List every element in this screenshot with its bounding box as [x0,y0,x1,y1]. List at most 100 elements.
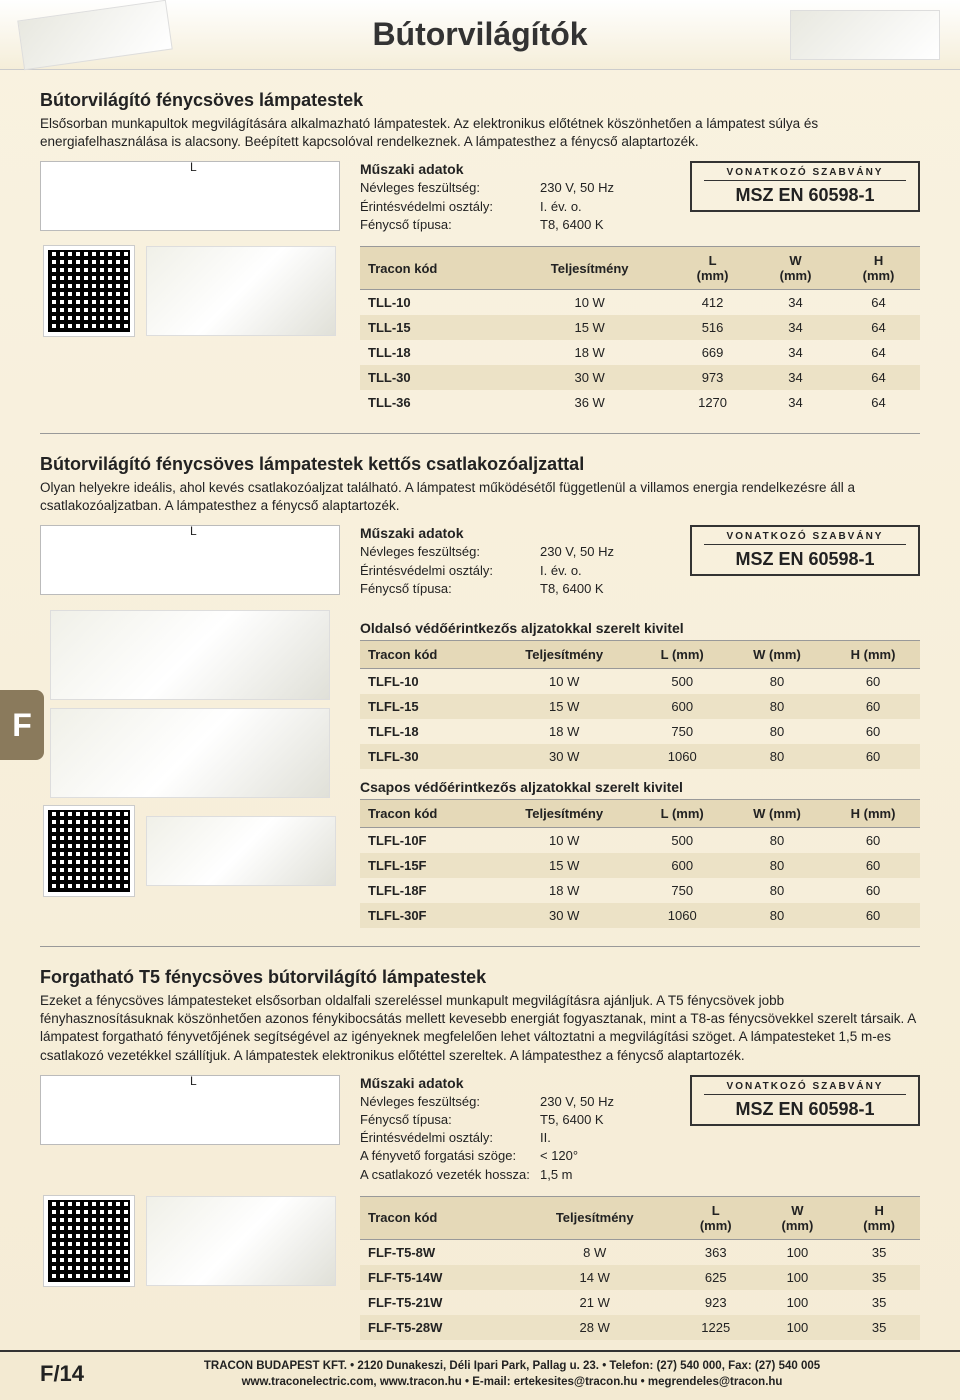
table-cell: FLF-T5-14W [360,1265,515,1290]
section-description: Olyan helyekre ideális, ahol kevés csatl… [40,479,920,515]
tech-specs: Műszaki adatok Névleges feszültség:230 V… [360,161,670,234]
col-header: W (mm) [728,641,826,669]
qr-code [44,806,134,896]
spec-label: A csatlakozó vezeték hossza: [360,1166,540,1184]
table-cell: 625 [675,1265,757,1290]
spec-value: T8, 6400 K [540,580,604,598]
table-cell: FLF-T5-28W [360,1315,515,1340]
table-cell: 10 W [492,828,637,854]
spec-value: 230 V, 50 Hz [540,179,614,197]
sub-heading: Csapos védőérintkezős aljzatokkal szerel… [360,779,920,795]
table-cell: 18 W [492,878,637,903]
table-cell: 21 W [515,1290,675,1315]
table-cell: 35 [838,1265,920,1290]
page-number: F/14 [40,1361,84,1387]
table-cell: 1225 [675,1315,757,1340]
table-cell: 750 [637,719,728,744]
table-cell: 8 W [515,1239,675,1265]
spec-heading: Műszaki adatok [360,161,670,177]
table-cell: 10 W [492,669,637,695]
table-cell: 18 W [508,340,671,365]
standard-box: VONATKOZÓ SZABVÁNY MSZ EN 60598-1 [690,1075,920,1126]
table-cell: 14 W [515,1265,675,1290]
dimension-diagram [40,161,340,231]
spec-label: Érintésvédelmi osztály: [360,562,540,580]
table-cell: 34 [754,365,837,390]
table-cell: TLL-15 [360,315,508,340]
table-cell: 30 W [508,365,671,390]
spec-label: Érintésvédelmi osztály: [360,1129,540,1147]
table-cell: 35 [838,1239,920,1265]
section-tlfl: Bútorvilágító fénycsöves lámpatestek ket… [40,454,920,928]
table-cell: TLFL-30F [360,903,492,928]
table-cell: 80 [728,669,826,695]
table-cell: 15 W [508,315,671,340]
spec-label: Fénycső típusa: [360,216,540,234]
spec-value: < 120° [540,1147,578,1165]
product-table-flf: Tracon kód Teljesítmény L(mm) W(mm) H(mm… [360,1196,920,1340]
table-cell: 80 [728,744,826,769]
col-header: L (mm) [637,800,728,828]
table-row: TLFL-3030 W10608060 [360,744,920,769]
table-cell: 60 [826,853,920,878]
table-cell: TLL-36 [360,390,508,415]
spec-label: Névleges feszültség: [360,1093,540,1111]
section-flf-t5: Forgatható T5 fénycsöves bútorvilágító l… [40,967,920,1340]
section-title: Forgatható T5 fénycsöves bútorvilágító l… [40,967,920,988]
table-cell: 30 W [492,903,637,928]
table-cell: TLFL-15F [360,853,492,878]
table-row: TLL-3636 W12703464 [360,390,920,415]
table-cell: 64 [837,340,920,365]
table-cell: TLL-30 [360,365,508,390]
table-cell: 60 [826,694,920,719]
product-table-tlfl-side: Tracon kód Teljesítmény L (mm) W (mm) H … [360,640,920,769]
table-cell: 15 W [492,694,637,719]
table-cell: FLF-T5-21W [360,1290,515,1315]
table-cell: 64 [837,365,920,390]
product-image [146,1196,336,1286]
col-header: H (mm) [826,800,920,828]
col-header: L(mm) [675,1196,757,1239]
tech-specs: Műszaki adatok Névleges feszültség:230 V… [360,525,670,598]
header-product-image-left [17,0,172,70]
spec-label: Érintésvédelmi osztály: [360,198,540,216]
spec-heading: Műszaki adatok [360,525,670,541]
table-cell: 100 [757,1315,839,1340]
table-cell: 34 [754,390,837,415]
table-row: TLL-1010 W4123464 [360,290,920,316]
col-header: W(mm) [754,247,837,290]
spec-value: I. év. o. [540,198,582,216]
col-header: L(mm) [671,247,754,290]
spec-label: Névleges feszültség: [360,179,540,197]
table-cell: 80 [728,828,826,854]
table-cell: 500 [637,828,728,854]
table-cell: TLFL-15 [360,694,492,719]
col-header: Tracon kód [360,800,492,828]
table-cell: 1270 [671,390,754,415]
spec-label: Fénycső típusa: [360,580,540,598]
standard-label: VONATKOZÓ SZABVÁNY [704,1081,906,1095]
col-header: Tracon kód [360,247,508,290]
table-cell: 600 [637,853,728,878]
table-cell: 80 [728,903,826,928]
col-header: H(mm) [837,247,920,290]
table-cell: 60 [826,669,920,695]
table-row: TLL-1818 W6693464 [360,340,920,365]
product-image [50,610,330,700]
header-product-image-right [790,10,940,60]
table-cell: TLFL-10 [360,669,492,695]
table-row: TLFL-15F15 W6008060 [360,853,920,878]
table-cell: 516 [671,315,754,340]
table-cell: 15 W [492,853,637,878]
col-header: W (mm) [728,800,826,828]
col-header: Teljesítmény [508,247,671,290]
table-row: TLFL-1515 W6008060 [360,694,920,719]
table-row: FLF-T5-14W14 W62510035 [360,1265,920,1290]
table-cell: 1060 [637,903,728,928]
product-image [50,708,330,798]
product-image [146,816,336,886]
table-cell: 80 [728,694,826,719]
col-header: Teljesítmény [515,1196,675,1239]
standard-value: MSZ EN 60598-1 [704,185,906,206]
table-cell: 64 [837,290,920,316]
